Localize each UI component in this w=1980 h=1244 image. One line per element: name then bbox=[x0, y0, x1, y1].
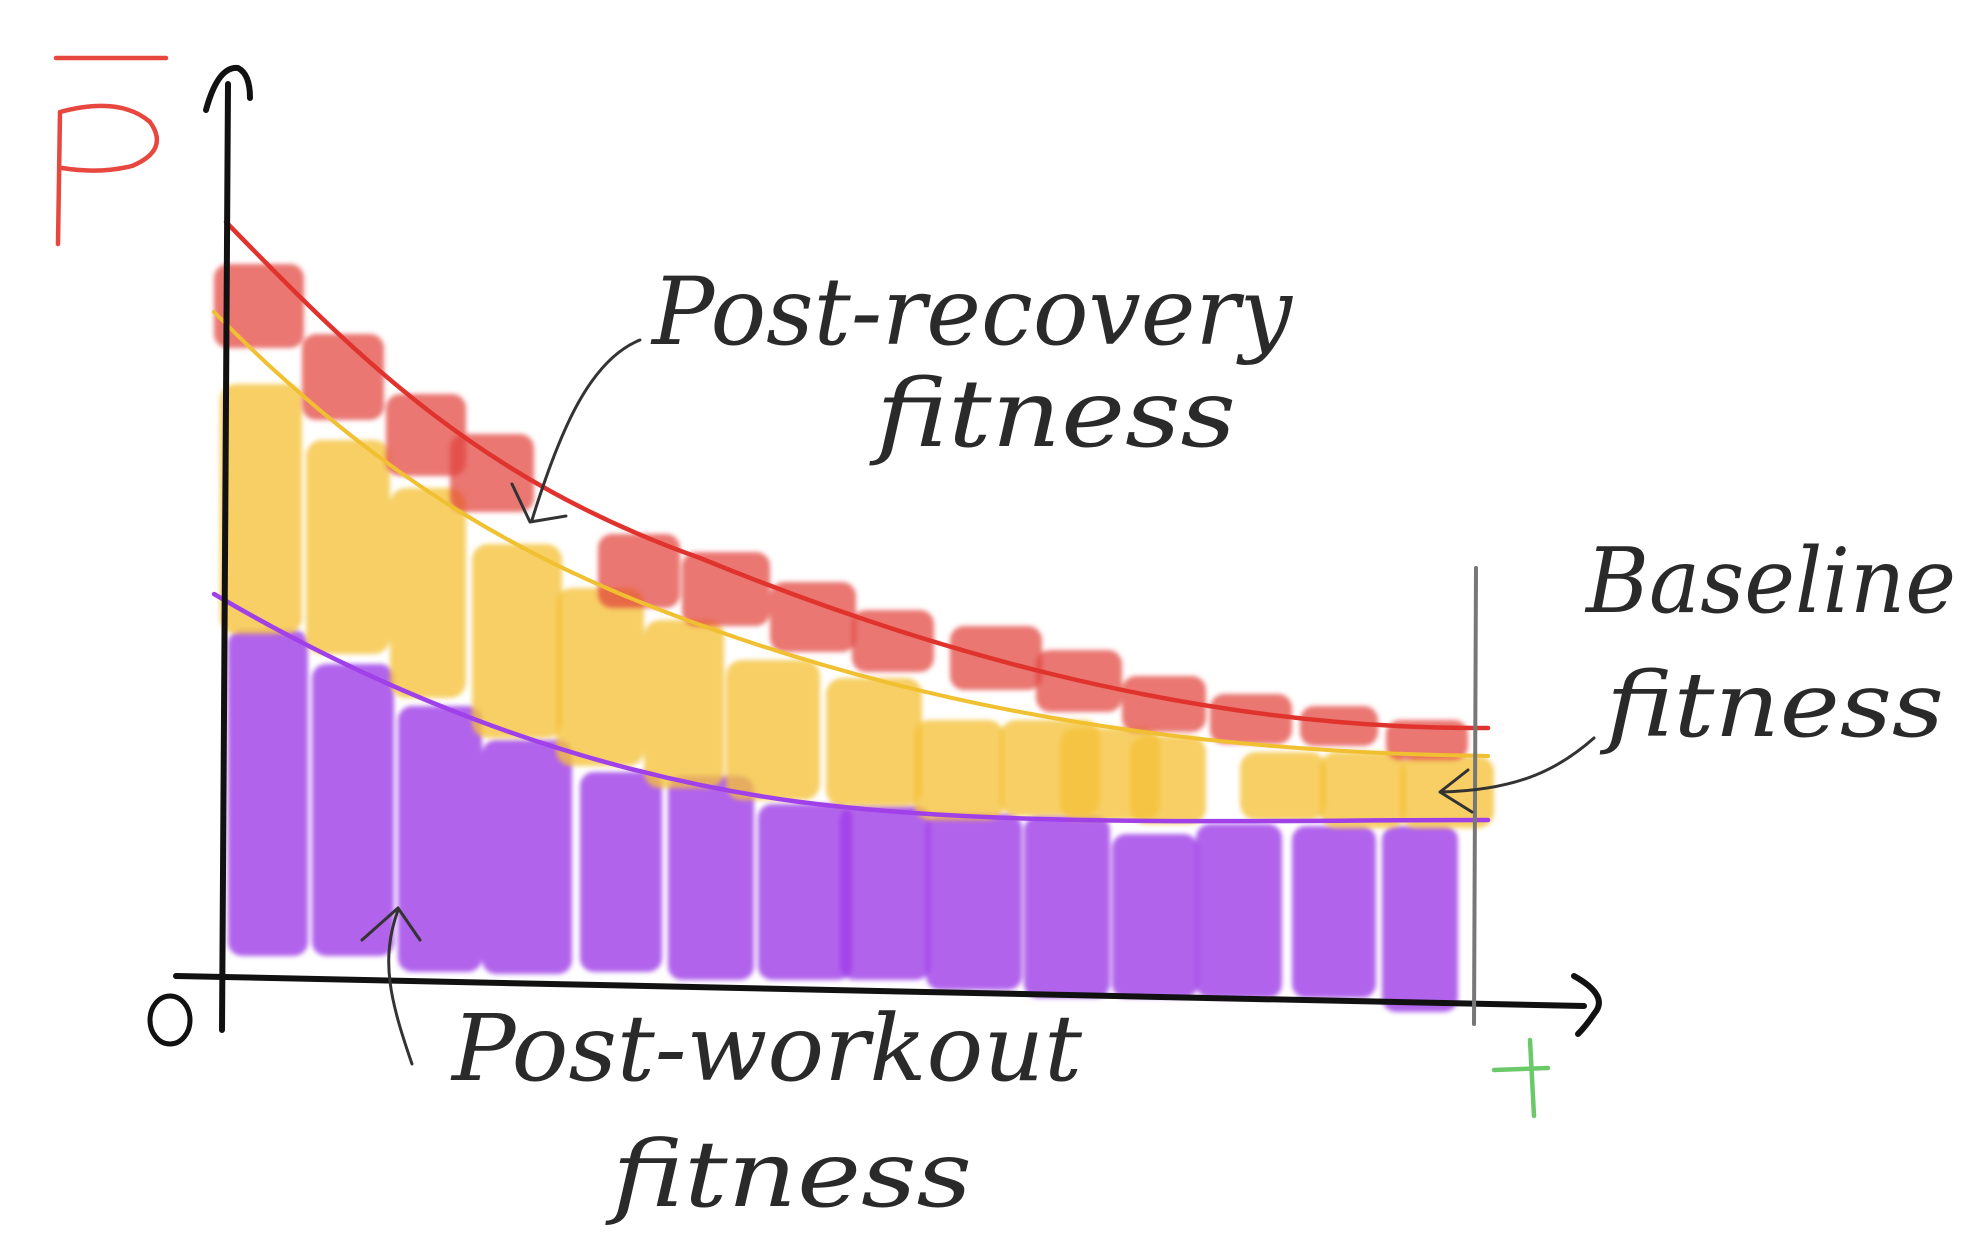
x-axis-arrowhead bbox=[1571, 973, 1602, 1037]
axes bbox=[173, 64, 1602, 1037]
post-workout-curve bbox=[211, 591, 1491, 824]
p-bar-glyph bbox=[53, 55, 169, 247]
post-recovery-curve bbox=[223, 219, 1491, 731]
post-recovery-blocks bbox=[214, 264, 1468, 760]
post-workout-label-line2: fitness bbox=[605, 1121, 972, 1228]
y-axis-line bbox=[219, 81, 231, 1033]
curved-arrow-icon bbox=[530, 338, 642, 522]
baseline-curve bbox=[212, 310, 1490, 758]
post-workout-label-line1: Post-workout bbox=[450, 995, 1083, 1102]
baseline-label-line1: Baseline bbox=[1584, 529, 1956, 634]
curved-arrow-icon bbox=[510, 482, 568, 524]
x-axis-line bbox=[173, 973, 1587, 1009]
curved-arrow-icon bbox=[360, 906, 422, 942]
origin-glyph bbox=[147, 993, 193, 1047]
arrow-left-icon bbox=[1438, 768, 1474, 814]
curved-arrow-icon bbox=[387, 908, 414, 1066]
post-recovery-label-line2: fitness bbox=[869, 360, 1236, 469]
arrow-left-icon bbox=[1440, 736, 1596, 794]
t-marker-glyph bbox=[1491, 1037, 1551, 1119]
post-recovery-label-line1: Post-recovery bbox=[650, 258, 1294, 367]
baseline-label-line2: fitness bbox=[1599, 653, 1944, 758]
post-workout-blocks bbox=[228, 630, 1458, 1012]
y-axis-arrowhead bbox=[203, 64, 253, 113]
t-line bbox=[1472, 566, 1478, 1026]
